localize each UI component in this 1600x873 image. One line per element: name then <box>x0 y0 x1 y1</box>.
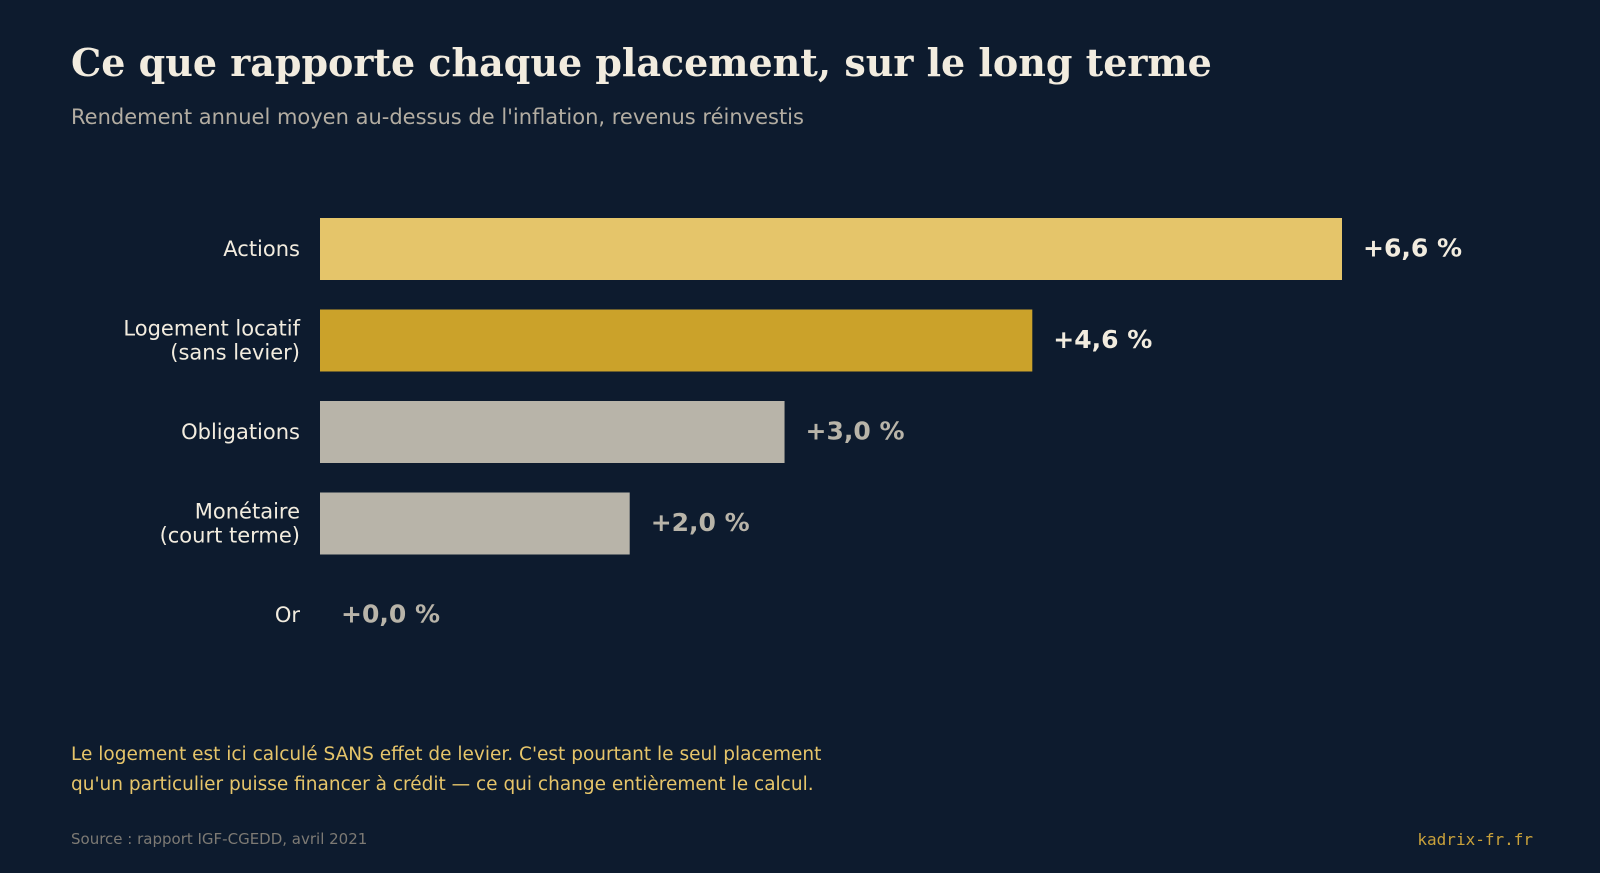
value-label-3: +3,0 % <box>806 417 905 446</box>
category-label-4-line-2: (court terme) <box>160 524 300 548</box>
source-text: Source : rapport IGF-CGEDD, avril 2021 <box>71 830 368 848</box>
category-label-3: Obligations <box>181 420 300 444</box>
chart-title: Ce que rapporte chaque placement, sur le… <box>71 40 1212 85</box>
value-label-5: +0,0 % <box>341 600 440 629</box>
value-label-4: +2,0 % <box>651 508 750 537</box>
brand-text: kadrix-fr.fr <box>1417 830 1533 849</box>
category-label-2-line-1: Logement locatif <box>123 317 300 341</box>
value-label-2: +4,6 % <box>1053 325 1152 354</box>
value-label-1: +6,6 % <box>1363 234 1462 263</box>
category-label-5: Or <box>275 603 301 627</box>
category-label-1: Actions <box>223 237 300 261</box>
bar-4 <box>320 492 630 555</box>
chart-subtitle: Rendement annuel moyen au-dessus de l'in… <box>71 105 804 129</box>
category-label-4-line-1: Monétaire <box>195 500 300 524</box>
category-label-2-line-2: (sans levier) <box>170 341 300 365</box>
bar-2 <box>320 309 1033 372</box>
footnote-line-2: qu'un particulier puisse financer à créd… <box>71 774 814 795</box>
footnote: Le logement est ici calculé SANS effet d… <box>71 740 971 800</box>
bar-1 <box>320 218 1342 280</box>
bar-3 <box>320 401 785 463</box>
footnote-line-1: Le logement est ici calculé SANS effet d… <box>71 744 822 765</box>
